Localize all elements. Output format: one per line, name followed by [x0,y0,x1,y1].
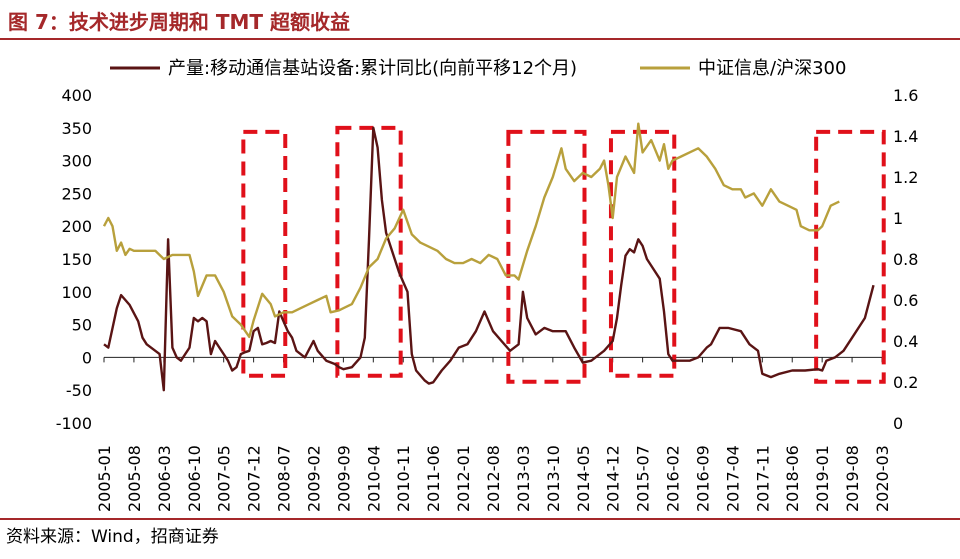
x-tick-label: 2017-11 [753,445,772,512]
highlight-box [241,129,288,378]
x-tick-label: 2011-06 [424,445,443,512]
right-axis-ticks: 0 0.2 0.4 0.6 0.8 1 1.2 1.4 1.6 [893,86,918,433]
left-tick-label: 250 [61,184,92,203]
left-tick-label: 400 [61,86,92,105]
right-tick-label: 0.8 [893,250,918,269]
x-tick-label: 2015-07 [634,445,653,512]
right-tick-label: 1.4 [893,127,918,146]
x-tick-label: 2010-11 [394,445,413,512]
legend-label: 产量:移动通信基站设备:累计同比(向前平移12个月) [168,58,577,79]
left-tick-label: 200 [61,217,92,236]
x-axis [103,356,883,363]
highlight-box [814,129,886,384]
legend-label: 中证信息/沪深300 [698,58,846,79]
x-tick-label: 2012-08 [484,445,503,512]
highlight-box [608,129,677,378]
left-tick-label: 0 [82,348,92,367]
x-tick-label: 2005-08 [125,445,144,512]
source-note: 资料来源：Wind，招商证券 [6,527,219,547]
title-divider [0,38,960,40]
series-line-info-vs-csi300 [102,122,840,339]
x-tick-label: 2017-04 [723,445,742,512]
x-tick-label: 2007-12 [245,445,264,512]
right-tick-label: 1.6 [893,86,918,105]
x-tick-label: 2014-12 [604,445,623,512]
left-tick-label: 150 [61,250,92,269]
x-tick-label: 2020-03 [873,445,892,512]
highlight-box [335,125,403,378]
right-tick-label: 0.2 [893,373,918,392]
right-tick-label: 0.6 [893,291,918,310]
dual-axis-line-chart: 产量:移动通信基站设备:累计同比(向前平移12个月) 中证信息/沪深300 -10… [56,58,919,512]
left-tick-label: 350 [61,119,92,138]
x-tick-label: 2008-07 [275,445,294,512]
right-tick-label: 0 [893,414,903,433]
x-tick-label: 2014-05 [574,445,593,512]
x-tick-label: 2006-10 [185,445,204,512]
series-line-base-station-output [103,126,875,392]
figure-title: 图 7：技术进步周期和 TMT 超额收益 [8,10,350,34]
x-tick-label: 2019-08 [843,445,862,512]
series-layer [102,122,875,392]
left-tick-label: 50 [72,316,92,335]
source-divider [0,518,960,520]
right-tick-label: 1.2 [893,168,918,187]
x-tick-label: 2007-05 [215,445,234,512]
highlight-box [506,129,587,384]
left-tick-label: 100 [61,283,92,302]
x-tick-label: 2013-10 [544,445,563,512]
x-tick-label: 2016-09 [693,445,712,512]
x-tick-label: 2006-03 [155,445,174,512]
legend: 产量:移动通信基站设备:累计同比(向前平移12个月) 中证信息/沪深300 [110,58,846,79]
x-tick-label: 2009-02 [304,445,323,512]
left-tick-label: -100 [56,414,92,433]
x-tick-label: 2012-01 [454,445,473,512]
x-tick-label: 2018-06 [783,445,802,512]
highlight-boxes [241,125,886,384]
x-tick-label: 2016-02 [664,445,683,512]
x-tick-label: 2019-01 [813,445,832,512]
left-tick-label: 300 [61,152,92,171]
right-tick-label: 0.4 [893,332,918,351]
x-tick-label: 2010-04 [364,445,383,512]
x-axis-ticks: 2005-01 2005-08 2006-03 2006-10 2007-05 2007-… [95,445,892,512]
x-tick-label: 2009-09 [334,445,353,512]
right-tick-label: 1 [893,209,903,228]
x-tick-label: 2005-01 [95,445,114,512]
left-axis-ticks: -100 -50 0 50 100 150 200 250 300 350 400 [56,86,92,433]
left-tick-label: -50 [66,381,92,400]
x-tick-label: 2013-03 [514,445,533,512]
